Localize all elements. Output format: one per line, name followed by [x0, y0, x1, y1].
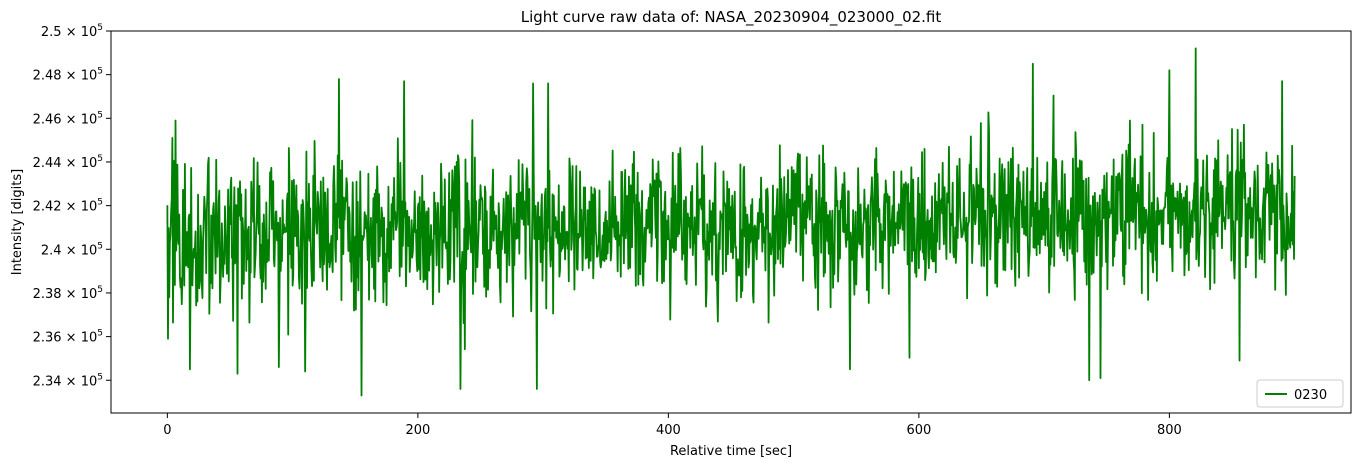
- y-tick-label: 2.38 × 105: [33, 285, 103, 302]
- plot-frame: [110, 30, 1352, 414]
- y-tick-label: 2.34 × 105: [33, 372, 103, 389]
- x-tick-label: 200: [405, 423, 430, 438]
- legend: 0230: [1256, 379, 1344, 408]
- x-tick-label: 400: [656, 423, 681, 438]
- y-tick-label: 2.48 × 105: [33, 67, 103, 84]
- x-axis: 0 200 400 600 800: [163, 413, 1182, 438]
- y-tick-label: 2.36 × 105: [33, 329, 103, 346]
- y-axis: 2.34 × 105 2.36 × 105 2.38 × 105 2.4 × 105 2…: [33, 23, 111, 389]
- legend-label-0230: 0230: [1294, 388, 1327, 403]
- x-tick-label: 0: [163, 423, 171, 438]
- series-line-0230: [166, 47, 1296, 397]
- legend-box: [1256, 379, 1344, 408]
- y-tick-label: 2.5 × 105: [41, 23, 103, 40]
- y-tick-label: 2.46 × 105: [33, 110, 103, 127]
- x-axis-label: Relative time [sec]: [670, 444, 792, 459]
- series-layer: [166, 47, 1296, 397]
- y-axis-label: Intensity [digits]: [10, 169, 25, 275]
- y-tick-label: 2.4 × 105: [41, 241, 103, 258]
- x-tick-label: 800: [1157, 423, 1182, 438]
- x-tick-label: 600: [906, 423, 931, 438]
- y-tick-label: 2.44 × 105: [33, 154, 103, 171]
- y-tick-label: 2.42 × 105: [33, 198, 103, 215]
- chart-title: Light curve raw data of: NASA_20230904_0…: [521, 8, 942, 27]
